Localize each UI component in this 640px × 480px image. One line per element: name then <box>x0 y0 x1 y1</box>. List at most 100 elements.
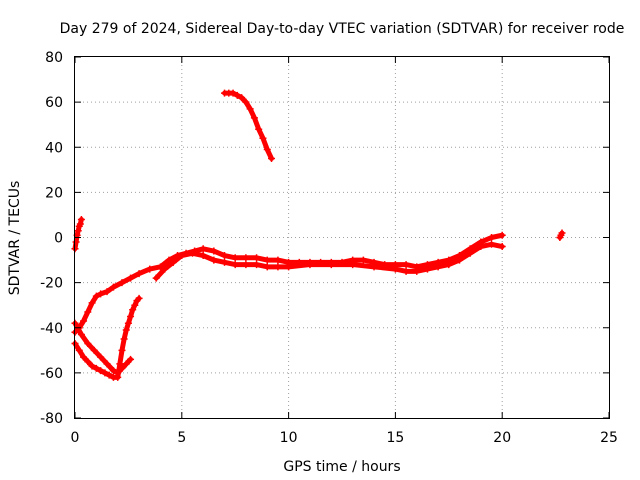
series-morning-rise <box>71 231 506 336</box>
data-point <box>263 263 271 271</box>
data-point <box>488 240 496 248</box>
data-point <box>250 114 258 122</box>
data-point <box>178 252 186 260</box>
data-point <box>169 258 177 266</box>
data-point <box>274 263 282 271</box>
data-point <box>103 360 111 368</box>
data-point <box>103 288 111 296</box>
y-tick-label: 80 <box>45 50 63 66</box>
data-point <box>370 263 378 271</box>
y-tick-label: 0 <box>54 231 63 247</box>
series-early-spike <box>71 215 85 253</box>
x-tick-label: 20 <box>493 430 511 446</box>
data-point <box>274 256 282 264</box>
data-point <box>114 369 122 377</box>
data-point <box>327 261 335 269</box>
data-point <box>165 256 173 264</box>
series-high-arc <box>221 89 276 163</box>
data-point <box>477 243 485 251</box>
data-point <box>116 360 124 368</box>
data-point <box>152 274 160 282</box>
data-point <box>423 265 431 273</box>
data-point <box>74 227 82 235</box>
x-tick-label: 5 <box>177 430 186 446</box>
series-line <box>222 90 275 162</box>
data-point <box>72 238 80 246</box>
data-point <box>231 254 239 262</box>
data-point <box>263 256 271 264</box>
data-point <box>80 317 88 325</box>
grid-layer <box>75 57 609 418</box>
data-point <box>118 346 126 354</box>
data-point <box>75 346 83 354</box>
data-point <box>455 256 463 264</box>
data-point <box>97 290 105 298</box>
data-point <box>199 252 207 260</box>
x-tick-label: 25 <box>600 430 618 446</box>
data-point <box>413 267 421 275</box>
y-tick-label: 20 <box>45 185 63 201</box>
data-point <box>210 247 218 255</box>
series-daytime-band <box>152 240 506 282</box>
data-point <box>88 362 96 370</box>
data-point <box>97 367 105 375</box>
y-axis-title: SDTVAR / TECUs <box>7 181 23 296</box>
data-point <box>210 256 218 264</box>
x-axis-title: GPS time / hours <box>283 459 400 475</box>
data-point <box>77 215 85 223</box>
data-point <box>306 261 314 269</box>
data-point <box>498 243 506 251</box>
data-point <box>199 245 207 253</box>
data-point <box>229 89 237 97</box>
data-point <box>135 294 143 302</box>
data-point <box>263 146 271 154</box>
data-point <box>88 299 96 307</box>
data-point <box>391 265 399 273</box>
data-point <box>77 331 85 339</box>
data-point <box>221 258 229 266</box>
data-point <box>285 263 293 271</box>
data-point <box>120 335 128 343</box>
data-point <box>124 319 132 327</box>
data-point <box>221 252 229 260</box>
data-point <box>118 279 126 287</box>
data-point <box>84 358 92 366</box>
y-tick-label: 40 <box>45 140 63 156</box>
y-tick-label: -20 <box>40 276 63 292</box>
data-point <box>242 261 250 269</box>
data-point <box>122 360 130 368</box>
data-point <box>259 134 267 142</box>
data-point <box>188 249 196 257</box>
data-point <box>253 261 261 269</box>
data-point <box>558 229 566 237</box>
data-point <box>105 371 113 379</box>
data-point <box>242 98 250 106</box>
data-point <box>488 234 496 241</box>
data-point <box>246 105 254 113</box>
data-point <box>127 312 135 320</box>
data-point <box>92 292 100 300</box>
data-point <box>255 125 263 133</box>
axis-layer: 0 5 10 15 20 25 -80 -60 -40 -20 0 20 40 60 80 <box>40 50 618 446</box>
data-point <box>97 353 105 361</box>
data-point <box>129 306 137 314</box>
data-point <box>349 261 357 269</box>
y-tick-label: -60 <box>40 366 63 382</box>
x-tick-label: 10 <box>280 430 298 446</box>
series-layer <box>71 89 566 381</box>
data-point <box>92 364 100 372</box>
data-point <box>135 270 143 278</box>
x-tick-label: 15 <box>386 430 404 446</box>
data-point <box>498 231 506 239</box>
data-point <box>242 254 250 262</box>
y-tick-label: 60 <box>45 95 63 111</box>
plot-frame <box>74 56 610 419</box>
data-point <box>238 94 246 102</box>
y-tick-label: -40 <box>40 321 63 337</box>
data-point <box>84 308 92 316</box>
data-point <box>253 254 261 262</box>
series-late-point <box>556 229 566 241</box>
data-point <box>231 261 239 269</box>
